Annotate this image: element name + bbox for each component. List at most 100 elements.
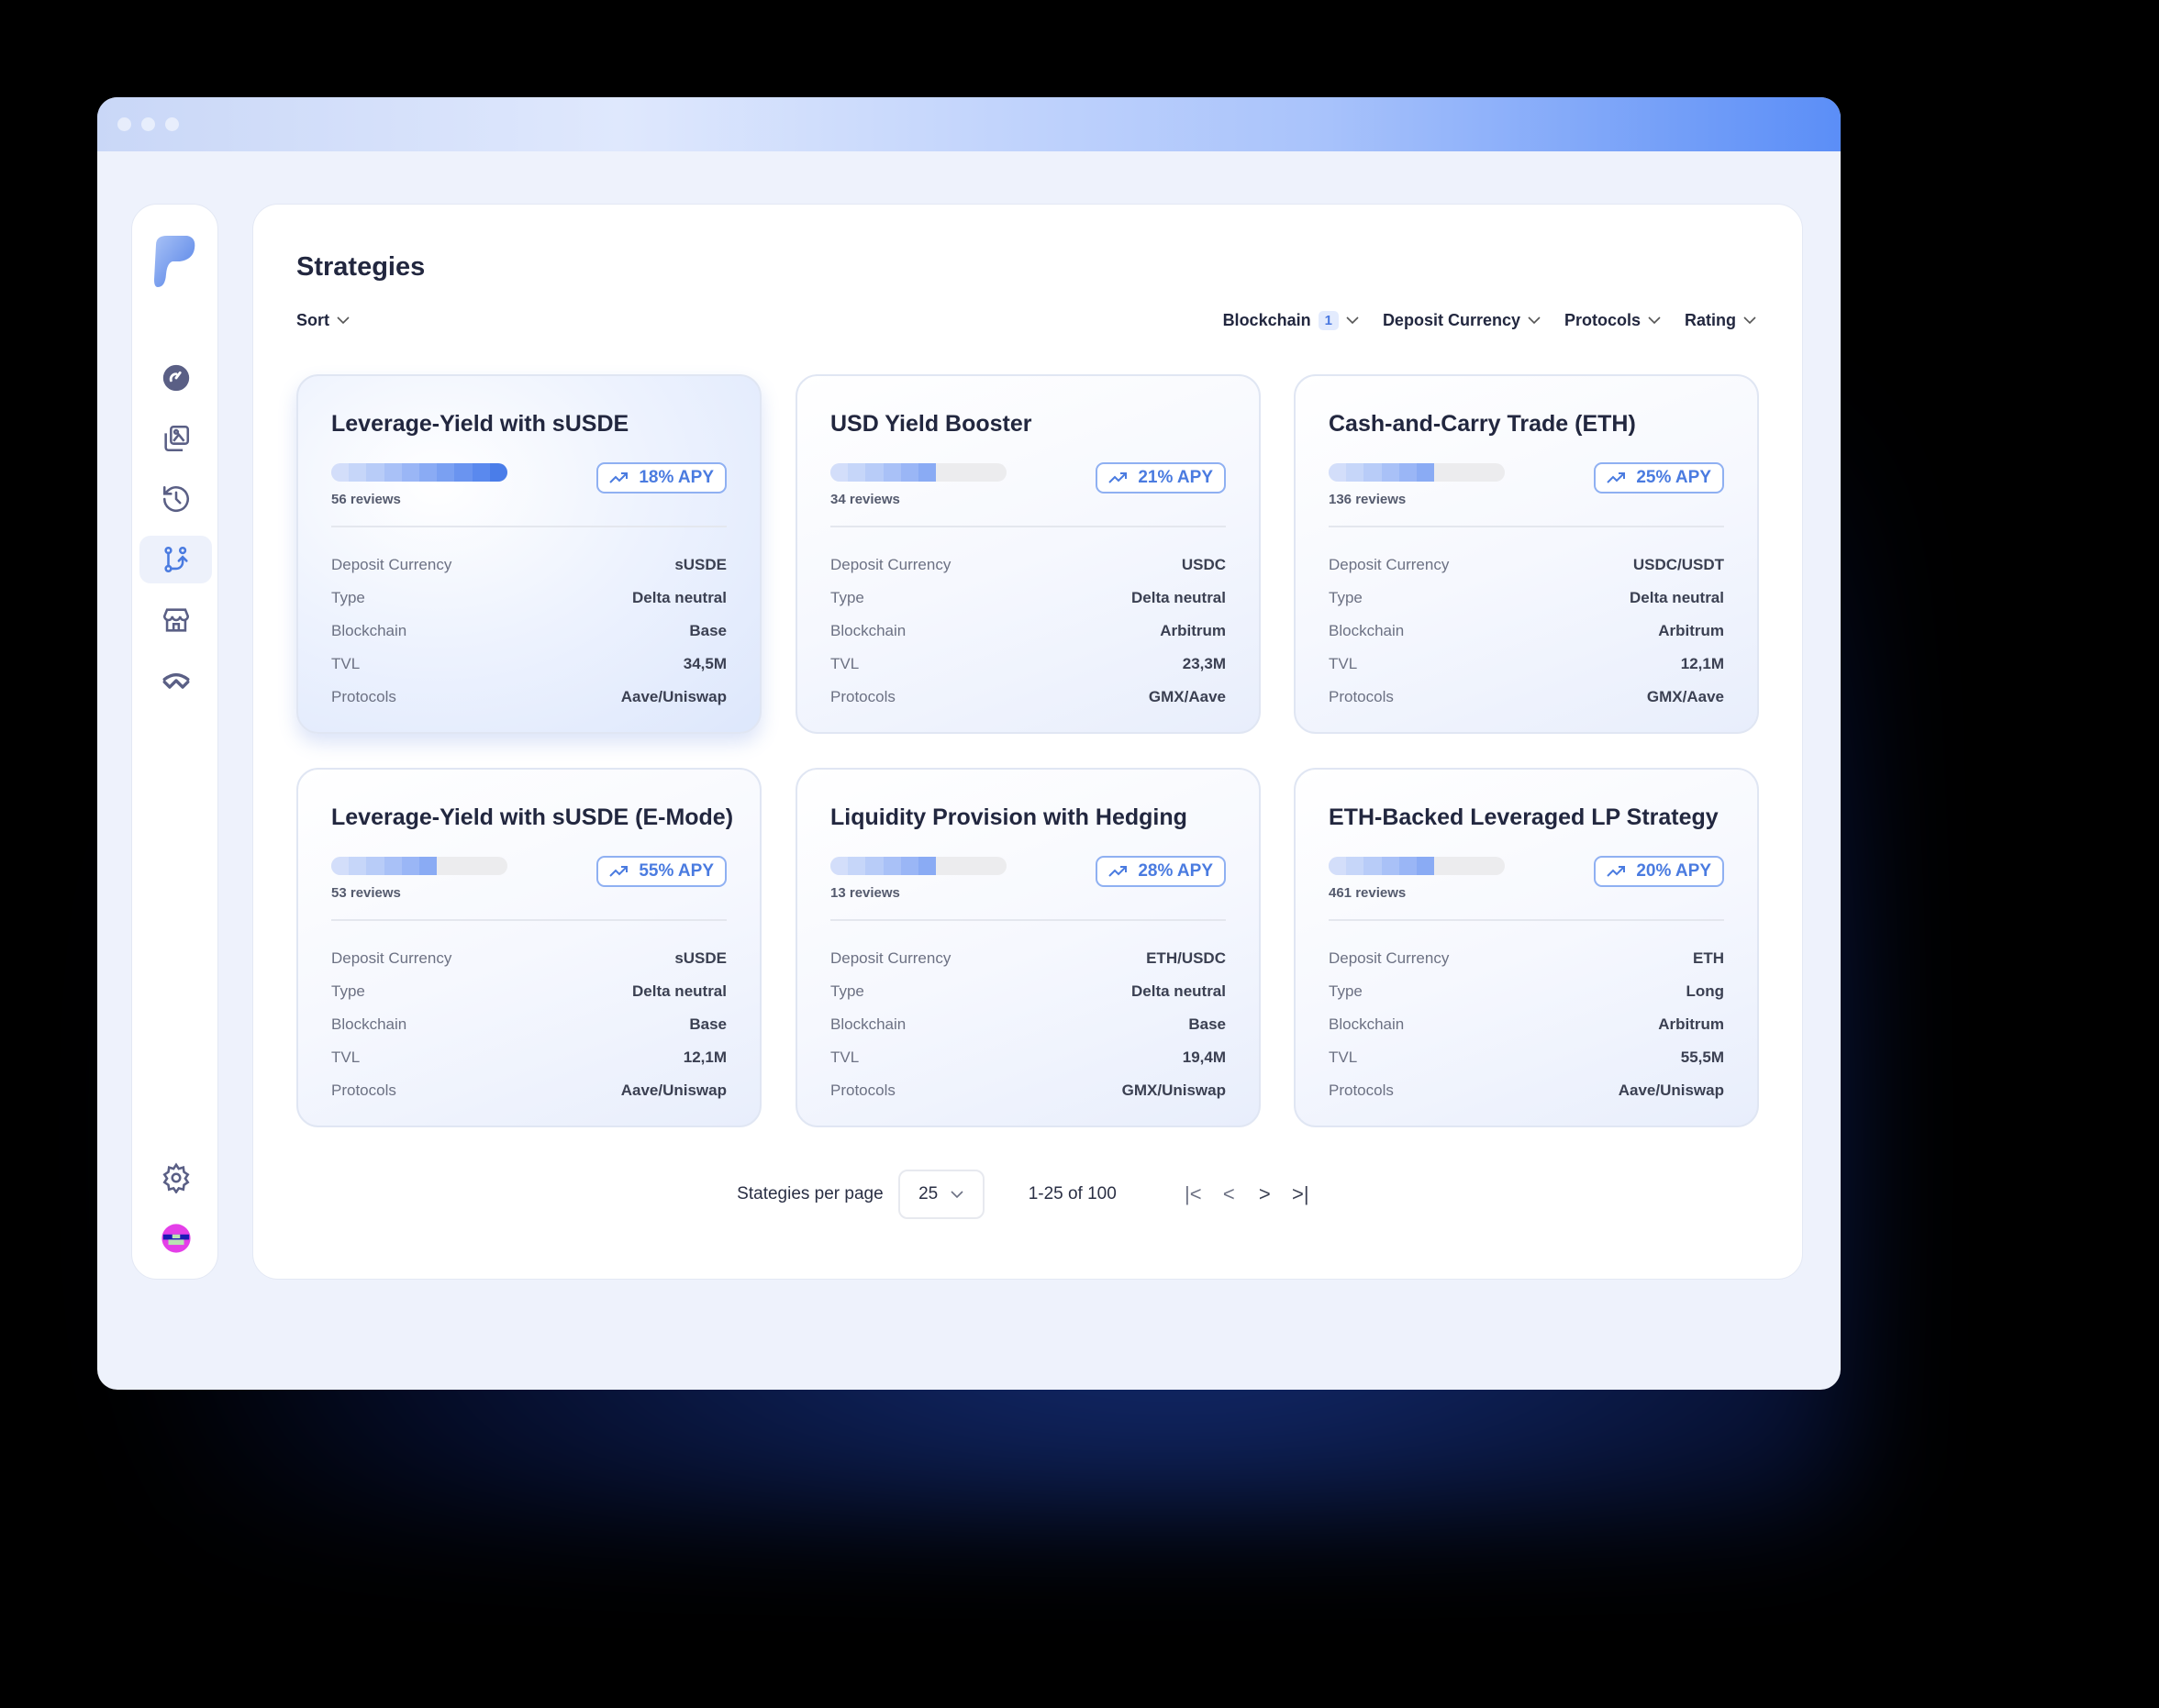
- rating-segment: [1416, 857, 1435, 875]
- detail-value: Aave/Uniswap: [620, 688, 727, 705]
- rating-segment: [349, 857, 367, 875]
- card-details: Deposit Currency ETH Type Long Blockchain Arb…: [1329, 942, 1724, 1107]
- chevron-down-icon: [1648, 316, 1661, 325]
- strategy-card[interactable]: Leverage-Yield with sUSDE 56 reviews 18%…: [296, 374, 762, 734]
- strategy-card[interactable]: ETH-Backed Leveraged LP Strategy 461 rev…: [1294, 768, 1759, 1127]
- filter-label: Blockchain: [1222, 311, 1311, 329]
- detail-label: Type: [331, 589, 365, 606]
- detail-row-protocols: Protocols Aave/Uniswap: [1329, 1074, 1724, 1107]
- filter-label: Protocols: [1564, 311, 1641, 329]
- detail-value: ETH: [1693, 949, 1724, 967]
- detail-value: GMX/Aave: [1646, 688, 1724, 705]
- detail-label: TVL: [830, 655, 860, 672]
- detail-value: ETH/USDC: [1146, 949, 1226, 967]
- rating-segment: [1452, 857, 1469, 875]
- sidebar-item-gallery[interactable]: [139, 415, 212, 462]
- apy-badge: 18% APY: [596, 462, 727, 494]
- filter-bar: Blockchain 1 Deposit Currency Protocols Rati…: [1223, 311, 1756, 330]
- window-maximize-dot[interactable]: [165, 117, 179, 131]
- detail-value: Base: [689, 622, 727, 639]
- sidebar-item-connect[interactable]: [139, 657, 212, 704]
- divider: [331, 919, 727, 921]
- filter-protocols[interactable]: Protocols: [1564, 311, 1661, 330]
- detail-row-deposit: Deposit Currency sUSDE: [331, 942, 727, 975]
- detail-row-type: Type Long: [1329, 975, 1724, 1008]
- filter-label: Rating: [1685, 311, 1736, 329]
- apy-value: 28% APY: [1138, 861, 1213, 881]
- apy-value: 20% APY: [1636, 861, 1711, 881]
- detail-row-type: Type Delta neutral: [830, 975, 1226, 1008]
- prev-page-button[interactable]: <: [1222, 1182, 1235, 1205]
- gear-icon: [161, 1162, 190, 1193]
- sidebar-item-strategies[interactable]: [139, 536, 212, 583]
- detail-value: sUSDE: [674, 556, 727, 573]
- sidebar: [131, 204, 218, 1280]
- sidebar-item-store[interactable]: [139, 596, 212, 644]
- rating-segment: [1398, 463, 1417, 482]
- avatar[interactable]: [139, 1214, 212, 1262]
- sidebar-item-history[interactable]: [139, 475, 212, 523]
- strategy-card[interactable]: Cash-and-Carry Trade (ETH) 136 reviews 2…: [1294, 374, 1759, 734]
- sidebar-item-dashboard[interactable]: [139, 354, 212, 402]
- gallery-icon: [163, 425, 189, 452]
- card-title: Liquidity Provision with Hedging: [830, 804, 1187, 830]
- rating-segment: [331, 463, 350, 482]
- detail-value: Delta neutral: [1131, 982, 1226, 1000]
- rating-segment: [1346, 463, 1364, 482]
- filter-rating[interactable]: Rating: [1685, 311, 1756, 330]
- filter-deposit-currency[interactable]: Deposit Currency: [1383, 311, 1541, 330]
- detail-row-tvl: TVL 12,1M: [331, 1041, 727, 1074]
- divider: [1329, 526, 1724, 527]
- store-icon: [162, 608, 189, 632]
- rating-segment: [883, 463, 901, 482]
- detail-label: Deposit Currency: [331, 949, 452, 967]
- window-close-dot[interactable]: [117, 117, 131, 131]
- chevron-down-icon: [1743, 316, 1756, 325]
- detail-label: Deposit Currency: [830, 949, 952, 967]
- strategy-card[interactable]: Liquidity Provision with Hedging 13 revi…: [796, 768, 1261, 1127]
- detail-label: Type: [331, 982, 365, 1000]
- last-page-button[interactable]: >|: [1292, 1182, 1309, 1205]
- window-minimize-dot[interactable]: [141, 117, 155, 131]
- detail-row-tvl: TVL 12,1M: [1329, 648, 1724, 681]
- detail-value: 12,1M: [1680, 655, 1724, 672]
- strategies-panel: Strategies Sort Blockchain 1 Deposit Curre…: [252, 204, 1803, 1280]
- detail-value: sUSDE: [674, 949, 727, 967]
- strategy-card[interactable]: Leverage-Yield with sUSDE (E-Mode) 53 re…: [296, 768, 762, 1127]
- apy-badge: 25% APY: [1594, 462, 1724, 494]
- rating-segment: [918, 463, 937, 482]
- per-page-select[interactable]: 25: [897, 1170, 985, 1219]
- rating-segment: [848, 857, 866, 875]
- filter-blockchain[interactable]: Blockchain 1: [1223, 311, 1359, 330]
- rating-segment: [1470, 463, 1487, 482]
- detail-value: Delta neutral: [632, 982, 727, 1000]
- settings-button[interactable]: [139, 1154, 212, 1202]
- rating-segment: [1487, 463, 1505, 482]
- divider: [830, 919, 1226, 921]
- rating-bar: [1329, 463, 1505, 482]
- rating-segment: [865, 857, 884, 875]
- rating-segment: [366, 463, 384, 482]
- sort-dropdown[interactable]: Sort: [296, 311, 350, 330]
- chevron-down-icon: [1346, 316, 1359, 325]
- next-page-button[interactable]: >: [1258, 1182, 1271, 1205]
- rating-segment: [437, 857, 454, 875]
- rating-bar: [1329, 857, 1505, 875]
- detail-row-blockchain: Blockchain Base: [830, 1008, 1226, 1041]
- rating-segment: [1434, 857, 1452, 875]
- first-page-button[interactable]: |<: [1185, 1182, 1202, 1205]
- detail-row-blockchain: Blockchain Base: [331, 1008, 727, 1041]
- strategy-card[interactable]: USD Yield Booster 34 reviews 21% APY Dep…: [796, 374, 1261, 734]
- detail-label: Type: [830, 589, 864, 606]
- rating-segment: [1363, 857, 1382, 875]
- detail-label: Protocols: [331, 1081, 396, 1099]
- detail-row-protocols: Protocols GMX/Aave: [1329, 681, 1724, 714]
- detail-label: TVL: [1329, 655, 1358, 672]
- detail-row-deposit: Deposit Currency ETH/USDC: [830, 942, 1226, 975]
- detail-value: USDC/USDT: [1632, 556, 1724, 573]
- divider: [830, 526, 1226, 527]
- rating-bar: [830, 463, 1007, 482]
- rating-segment: [1434, 463, 1452, 482]
- rating-segment: [349, 463, 367, 482]
- detail-label: Deposit Currency: [1329, 949, 1450, 967]
